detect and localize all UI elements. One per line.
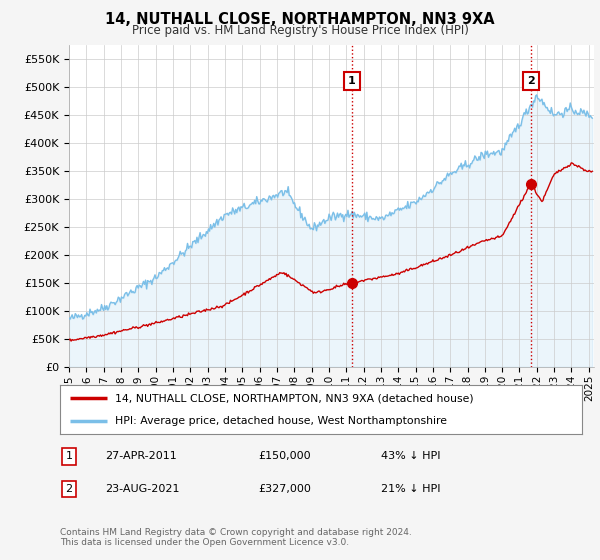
Text: £150,000: £150,000	[258, 451, 311, 461]
Text: Price paid vs. HM Land Registry's House Price Index (HPI): Price paid vs. HM Land Registry's House …	[131, 24, 469, 36]
Text: HPI: Average price, detached house, West Northamptonshire: HPI: Average price, detached house, West…	[115, 416, 447, 426]
Text: 27-APR-2011: 27-APR-2011	[105, 451, 177, 461]
Text: Contains HM Land Registry data © Crown copyright and database right 2024.
This d: Contains HM Land Registry data © Crown c…	[60, 528, 412, 547]
Text: 2: 2	[527, 76, 535, 86]
Text: 2: 2	[65, 484, 73, 494]
Text: 23-AUG-2021: 23-AUG-2021	[105, 484, 179, 494]
Text: £327,000: £327,000	[258, 484, 311, 494]
Text: 14, NUTHALL CLOSE, NORTHAMPTON, NN3 9XA: 14, NUTHALL CLOSE, NORTHAMPTON, NN3 9XA	[105, 12, 495, 27]
Text: 43% ↓ HPI: 43% ↓ HPI	[381, 451, 440, 461]
Text: 1: 1	[348, 76, 356, 86]
Text: 14, NUTHALL CLOSE, NORTHAMPTON, NN3 9XA (detached house): 14, NUTHALL CLOSE, NORTHAMPTON, NN3 9XA …	[115, 393, 473, 403]
Text: 1: 1	[65, 451, 73, 461]
Text: 21% ↓ HPI: 21% ↓ HPI	[381, 484, 440, 494]
